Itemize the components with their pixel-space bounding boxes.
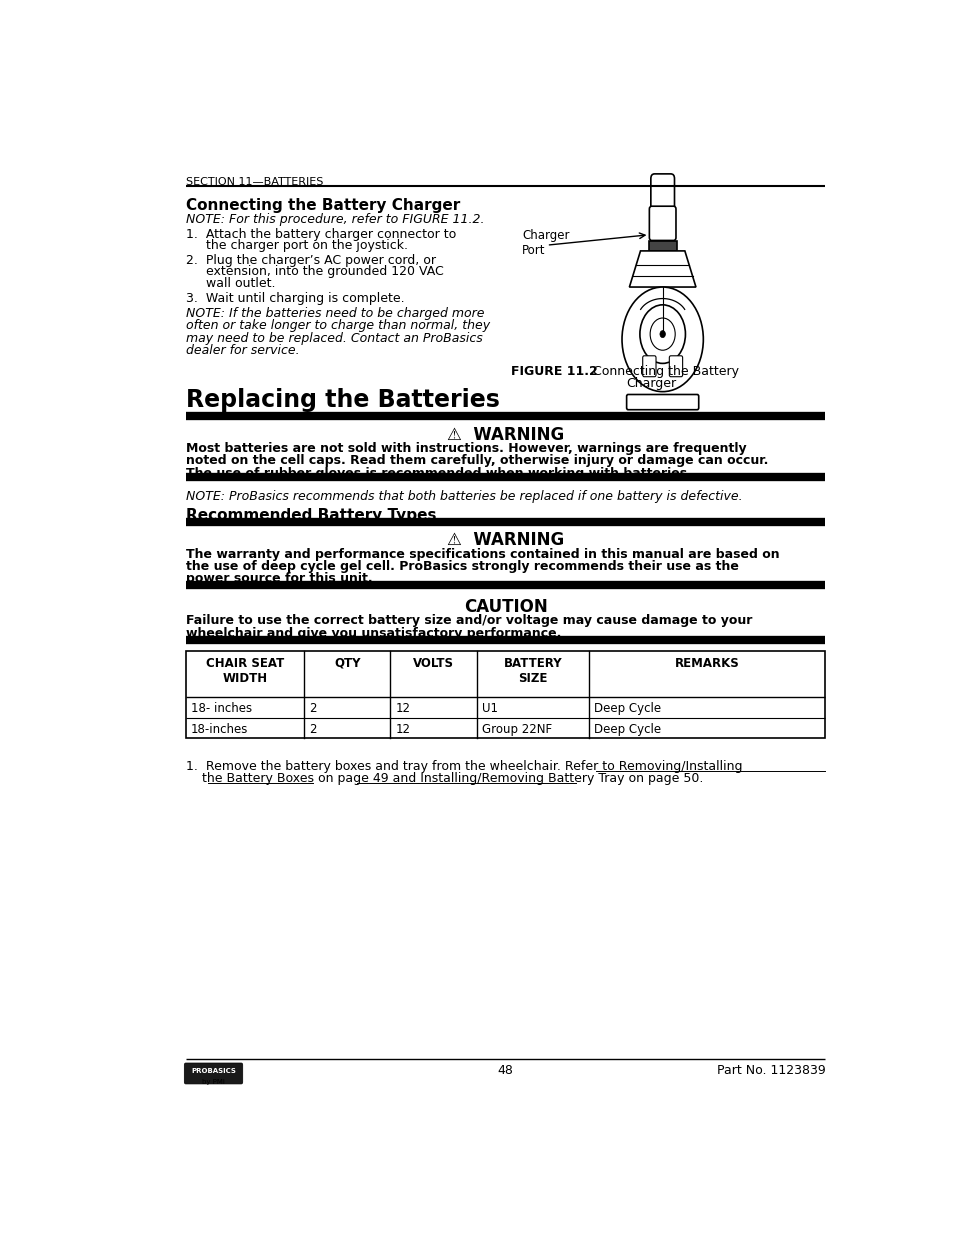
Text: by PMI: by PMI: [202, 1079, 225, 1086]
Text: SECTION 11—BATTERIES: SECTION 11—BATTERIES: [186, 177, 323, 186]
Text: 3.  Wait until charging is complete.: 3. Wait until charging is complete.: [186, 291, 404, 305]
Text: Recommended Battery Types: Recommended Battery Types: [186, 508, 436, 522]
Text: may need to be replaced. Contact an ProBasics: may need to be replaced. Contact an ProB…: [186, 332, 482, 345]
Text: BATTERY
SIZE: BATTERY SIZE: [503, 657, 561, 685]
Text: 2: 2: [309, 701, 316, 715]
Text: 12: 12: [395, 701, 410, 715]
Text: ⚠  WARNING: ⚠ WARNING: [446, 426, 563, 443]
Text: dealer for service.: dealer for service.: [186, 345, 299, 357]
Circle shape: [649, 317, 675, 351]
Text: the Battery Boxes on page 49 and Installing/Removing Battery Tray on page 50.: the Battery Boxes on page 49 and Install…: [186, 772, 702, 785]
FancyBboxPatch shape: [626, 394, 698, 410]
Text: 1.  Remove the battery boxes and tray from the wheelchair. Refer to Removing/Ins: 1. Remove the battery boxes and tray fro…: [186, 760, 741, 773]
Text: FIGURE 11.2: FIGURE 11.2: [511, 366, 598, 378]
Text: often or take longer to charge than normal, they: often or take longer to charge than norm…: [186, 320, 490, 332]
Circle shape: [659, 331, 664, 337]
Text: NOTE: ProBasics recommends that both batteries be replaced if one battery is def: NOTE: ProBasics recommends that both bat…: [186, 489, 741, 503]
Text: VOLTS: VOLTS: [413, 657, 454, 669]
Text: 1.  Attach the battery charger connector to: 1. Attach the battery charger connector …: [186, 228, 456, 241]
Ellipse shape: [621, 287, 702, 391]
Text: noted on the cell caps. Read them carefully, otherwise injury or damage can occu: noted on the cell caps. Read them carefu…: [186, 454, 767, 467]
Text: The use of rubber gloves is recommended when working with batteries.: The use of rubber gloves is recommended …: [186, 467, 691, 479]
Text: CHAIR SEAT
WIDTH: CHAIR SEAT WIDTH: [206, 657, 284, 685]
Text: Deep Cycle: Deep Cycle: [594, 701, 660, 715]
Text: Failure to use the correct battery size and/or voltage may cause damage to your: Failure to use the correct battery size …: [186, 614, 751, 627]
Text: PROBASICS: PROBASICS: [192, 1067, 236, 1073]
Text: 48: 48: [497, 1065, 513, 1077]
Circle shape: [639, 305, 684, 363]
Text: Replacing the Batteries: Replacing the Batteries: [186, 388, 499, 411]
Text: U1: U1: [481, 701, 497, 715]
Text: 2: 2: [309, 722, 316, 736]
Text: the use of deep cycle gel cell. ProBasics strongly recommends their use as the: the use of deep cycle gel cell. ProBasic…: [186, 559, 738, 573]
Text: NOTE: For this procedure, refer to FIGURE 11.2.: NOTE: For this procedure, refer to FIGUR…: [186, 212, 484, 226]
Bar: [648, 241, 676, 251]
Text: extension, into the grounded 120 VAC: extension, into the grounded 120 VAC: [186, 266, 443, 278]
Text: QTY: QTY: [334, 657, 360, 669]
Text: wheelchair and give you unsatisfactory performance.: wheelchair and give you unsatisfactory p…: [186, 626, 560, 640]
Text: 2.  Plug the charger’s AC power cord, or: 2. Plug the charger’s AC power cord, or: [186, 253, 436, 267]
Text: 12: 12: [395, 722, 410, 736]
Text: 18-inches: 18-inches: [191, 722, 248, 736]
Text: NOTE: If the batteries need to be charged more: NOTE: If the batteries need to be charge…: [186, 308, 484, 320]
Text: Part No. 1123839: Part No. 1123839: [716, 1065, 824, 1077]
Text: Connecting the Battery: Connecting the Battery: [584, 366, 739, 378]
Text: ⚠  WARNING: ⚠ WARNING: [446, 531, 563, 550]
FancyBboxPatch shape: [642, 356, 656, 377]
Text: Group 22NF: Group 22NF: [481, 722, 552, 736]
Text: Charger
Port: Charger Port: [521, 228, 569, 257]
Text: The warranty and performance specifications contained in this manual are based o: The warranty and performance specificati…: [186, 547, 779, 561]
Text: Most batteries are not sold with instructions. However, warnings are frequently: Most batteries are not sold with instruc…: [186, 442, 745, 454]
Polygon shape: [629, 251, 696, 287]
Text: the charger port on the joystick.: the charger port on the joystick.: [186, 240, 407, 252]
FancyBboxPatch shape: [649, 206, 676, 241]
Text: 18- inches: 18- inches: [191, 701, 252, 715]
Text: Charger: Charger: [626, 378, 676, 390]
FancyBboxPatch shape: [650, 174, 674, 212]
Text: REMARKS: REMARKS: [674, 657, 739, 669]
Text: Deep Cycle: Deep Cycle: [594, 722, 660, 736]
FancyBboxPatch shape: [669, 356, 682, 377]
FancyBboxPatch shape: [184, 1063, 242, 1084]
Text: Connecting the Battery Charger: Connecting the Battery Charger: [186, 198, 459, 212]
Bar: [186, 651, 824, 737]
Text: power source for this unit.: power source for this unit.: [186, 572, 372, 585]
Text: CAUTION: CAUTION: [463, 598, 547, 616]
Text: wall outlet.: wall outlet.: [186, 277, 275, 289]
